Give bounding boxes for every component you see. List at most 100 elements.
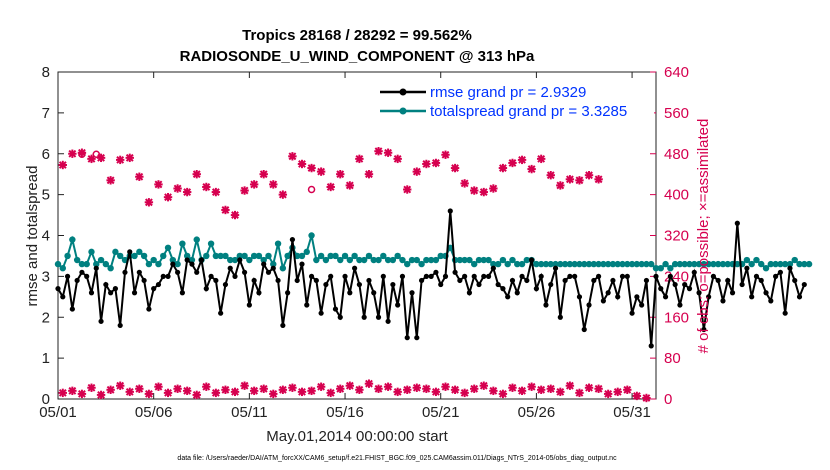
totalspread-point xyxy=(394,252,401,260)
assimilated-obs-marker xyxy=(269,180,278,189)
right-tick-label: 400 xyxy=(664,187,689,204)
assimilated-obs-marker xyxy=(498,163,508,173)
totalspread-point xyxy=(662,260,669,268)
totalspread-point xyxy=(533,260,540,268)
assimilated-obs-marker xyxy=(106,176,115,185)
totalspread-point xyxy=(236,252,243,260)
totalspread-point xyxy=(246,256,253,264)
assimilated-obs-marker xyxy=(192,169,201,179)
totalspread-point xyxy=(150,256,157,264)
rmse-point xyxy=(198,257,205,263)
totalspread-point xyxy=(380,252,387,260)
assimilated-obs-marker xyxy=(68,149,77,158)
rmse-point xyxy=(481,273,487,279)
assimilated-obs-marker xyxy=(460,388,469,398)
right-tick-label: 640 xyxy=(664,64,689,81)
totalspread-point xyxy=(638,260,645,268)
totalspread-point xyxy=(576,260,583,268)
legend-totalspread-marker xyxy=(399,107,407,115)
rmse-point xyxy=(720,298,726,304)
assimilated-obs-marker xyxy=(336,384,345,393)
totalspread-point xyxy=(518,260,526,268)
assimilated-obs-marker xyxy=(288,152,297,161)
totalspread-point xyxy=(313,256,320,264)
assimilated-obs-marker xyxy=(383,382,393,391)
rmse-point xyxy=(500,286,506,292)
legend: rmse grand pr = 2.9329 totalspread grand… xyxy=(376,82,654,122)
rmse-point xyxy=(122,269,128,275)
right-tick-label: 320 xyxy=(664,228,689,245)
totalspread-point xyxy=(801,260,808,268)
rmse-point xyxy=(179,290,185,296)
rmse-point xyxy=(304,302,310,308)
assimilated-obs-marker xyxy=(498,389,508,399)
assimilated-obs-marker xyxy=(182,187,192,197)
rmse-point xyxy=(782,310,788,316)
assimilated-obs-marker xyxy=(144,198,154,207)
rmse-point xyxy=(361,314,367,320)
rmse-point xyxy=(787,265,793,271)
totalspread-point xyxy=(279,265,287,272)
assimilated-obs-marker xyxy=(642,393,651,403)
totalspread-point xyxy=(648,260,655,268)
totalspread-point xyxy=(183,252,191,260)
totalspread-point xyxy=(504,260,511,268)
rmse-point xyxy=(371,290,377,296)
totalspread-point xyxy=(341,252,349,260)
totalspread-point xyxy=(777,260,784,268)
assimilated-obs-marker xyxy=(527,164,536,174)
totalspread-point xyxy=(337,256,344,264)
totalspread-point xyxy=(691,260,698,268)
totalspread-point xyxy=(131,252,138,260)
assimilated-obs-marker xyxy=(115,155,125,165)
totalspread-point xyxy=(399,256,406,264)
totalspread-point xyxy=(231,256,239,264)
rmse-point xyxy=(184,257,190,263)
rmse-point xyxy=(490,265,496,271)
rmse-point xyxy=(796,294,803,300)
rmse-point xyxy=(485,273,492,279)
totalspread-point xyxy=(54,260,62,268)
totalspread-point xyxy=(346,256,354,264)
totalspread-point xyxy=(667,265,674,272)
rmse-point xyxy=(763,290,769,296)
assimilated-obs-marker xyxy=(460,179,469,188)
totalspread-point xyxy=(78,260,86,268)
rmse-point xyxy=(744,265,750,271)
rmse-point xyxy=(285,290,291,296)
assimilated-obs-marker xyxy=(259,169,268,179)
rmse-point xyxy=(658,286,664,292)
totalspread-point xyxy=(317,252,325,260)
totalspread-point xyxy=(112,248,119,256)
totalspread-point xyxy=(332,252,339,260)
legend-rmse-label: rmse grand pr = 2.9329 xyxy=(430,84,586,101)
rmse-point xyxy=(576,294,583,300)
assimilated-obs-marker xyxy=(431,158,441,168)
rmse-point xyxy=(261,261,267,267)
totalspread-point xyxy=(514,260,521,268)
totalspread-point xyxy=(600,260,607,268)
assimilated-obs-marker xyxy=(202,182,211,192)
totalspread-point xyxy=(614,260,621,268)
rmse-point xyxy=(672,281,678,288)
assimilated-obs-marker xyxy=(249,180,259,189)
left-tick-label: 2 xyxy=(42,309,50,326)
totalspread-point xyxy=(107,265,114,272)
totalspread-point xyxy=(753,256,760,264)
totalspread-point xyxy=(164,244,172,251)
assimilated-obs-marker xyxy=(240,381,249,390)
assimilated-obs-marker xyxy=(316,382,326,391)
rmse-point xyxy=(74,277,80,284)
totalspread-point xyxy=(227,256,234,264)
assimilated-obs-marker xyxy=(211,187,221,197)
rmse-point xyxy=(591,277,597,284)
totalspread-point xyxy=(136,248,143,256)
totalspread-point xyxy=(628,260,636,268)
rmse-point xyxy=(414,335,420,341)
assimilated-obs-marker xyxy=(575,388,584,398)
rmse-point xyxy=(423,273,429,279)
rmse-point xyxy=(639,302,645,308)
rmse-point xyxy=(701,326,707,333)
totalspread-point xyxy=(203,252,210,260)
rmse-point xyxy=(749,294,755,300)
